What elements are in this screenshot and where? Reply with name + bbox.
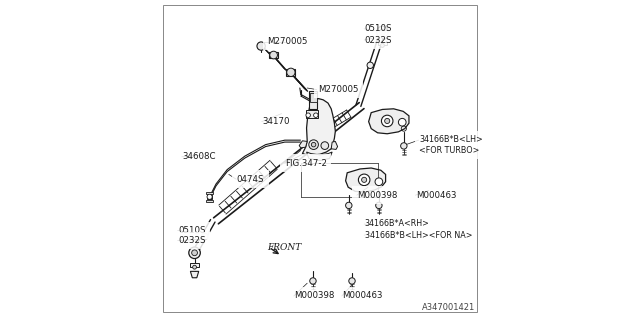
Circle shape xyxy=(257,42,266,50)
Text: 34608C: 34608C xyxy=(182,152,216,161)
Polygon shape xyxy=(302,99,335,155)
Circle shape xyxy=(401,143,407,149)
Bar xyxy=(269,52,278,58)
Polygon shape xyxy=(206,200,212,202)
Bar xyxy=(191,263,198,267)
Text: M000463: M000463 xyxy=(342,292,383,300)
Circle shape xyxy=(312,142,316,147)
Text: 0232S: 0232S xyxy=(178,236,205,245)
Circle shape xyxy=(287,68,295,76)
Text: FIG.347-2: FIG.347-2 xyxy=(285,159,327,168)
Circle shape xyxy=(375,178,383,186)
Circle shape xyxy=(349,278,355,284)
Text: M000398: M000398 xyxy=(357,191,397,200)
Circle shape xyxy=(381,115,393,127)
Circle shape xyxy=(270,51,278,59)
Text: FRONT: FRONT xyxy=(268,244,301,252)
Text: 0474S: 0474S xyxy=(237,175,264,184)
Circle shape xyxy=(321,142,329,149)
Text: 34166B*B<LH><FOR NA>: 34166B*B<LH><FOR NA> xyxy=(365,231,472,240)
Polygon shape xyxy=(332,141,338,149)
Circle shape xyxy=(346,202,352,209)
Bar xyxy=(306,110,319,118)
Text: M270005: M270005 xyxy=(319,85,359,94)
Polygon shape xyxy=(300,141,307,148)
Polygon shape xyxy=(207,195,212,199)
Bar xyxy=(378,42,387,45)
Circle shape xyxy=(398,118,406,126)
Text: 34166B*A<RH>: 34166B*A<RH> xyxy=(365,220,429,228)
Text: <FOR TURBO>: <FOR TURBO> xyxy=(419,146,479,155)
Circle shape xyxy=(376,26,388,38)
Text: 0232S: 0232S xyxy=(365,36,392,44)
Polygon shape xyxy=(307,152,332,161)
Circle shape xyxy=(306,113,310,117)
Bar xyxy=(287,69,296,76)
Circle shape xyxy=(376,202,382,209)
Circle shape xyxy=(314,113,318,117)
Circle shape xyxy=(193,265,196,269)
Text: 0510S: 0510S xyxy=(365,24,392,33)
Text: 34170: 34170 xyxy=(262,117,290,126)
Text: M000463: M000463 xyxy=(416,191,456,200)
Circle shape xyxy=(192,250,198,256)
Circle shape xyxy=(380,44,384,47)
Circle shape xyxy=(380,29,385,35)
Text: 0510S: 0510S xyxy=(178,226,205,235)
Polygon shape xyxy=(369,109,409,134)
Bar xyxy=(310,91,317,109)
Circle shape xyxy=(207,194,212,199)
Text: M270005: M270005 xyxy=(268,37,308,46)
Text: A347001421: A347001421 xyxy=(422,303,475,312)
Polygon shape xyxy=(191,271,198,278)
Circle shape xyxy=(367,62,374,68)
Circle shape xyxy=(358,174,370,186)
Polygon shape xyxy=(346,168,385,192)
Circle shape xyxy=(385,118,390,124)
Circle shape xyxy=(202,233,208,240)
Polygon shape xyxy=(206,192,212,194)
Circle shape xyxy=(308,140,319,149)
Text: M000398: M000398 xyxy=(294,292,335,300)
Circle shape xyxy=(310,278,316,284)
Text: 34166B*B<LH>: 34166B*B<LH> xyxy=(419,135,483,144)
Bar xyxy=(310,93,317,102)
Circle shape xyxy=(362,177,367,182)
Circle shape xyxy=(189,247,200,259)
